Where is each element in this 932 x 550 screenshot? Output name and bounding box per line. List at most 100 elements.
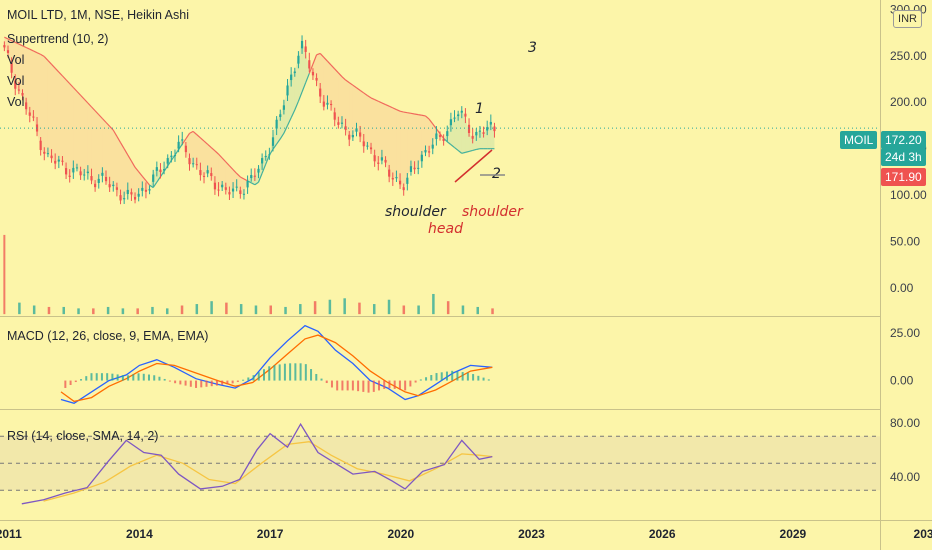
- volume-legend-3[interactable]: Vol: [7, 95, 25, 109]
- supertrend-fill-segment: [334, 68, 339, 125]
- candle-body: [271, 137, 275, 146]
- macd-histogram-bar: [132, 374, 135, 381]
- supertrend-legend[interactable]: Supertrend (10, 2): [7, 32, 109, 46]
- macd-histogram-bar: [236, 380, 239, 382]
- candle-body: [482, 132, 485, 134]
- candle-body: [97, 178, 100, 184]
- candle-body: [406, 177, 409, 184]
- macd-histogram-bar: [315, 373, 318, 381]
- candle-body: [86, 171, 89, 174]
- currency-button[interactable]: INR: [893, 10, 922, 28]
- macd-histogram-bar: [372, 380, 375, 392]
- macd-histogram-bar: [137, 373, 140, 381]
- candle-body: [32, 116, 35, 118]
- supertrend-fill-segment: [4, 37, 8, 53]
- supertrend-line-segment: [348, 82, 354, 86]
- candle-body: [123, 198, 126, 200]
- supertrend-line-segment: [152, 181, 158, 188]
- supertrend-line-segment: [297, 91, 303, 102]
- supertrend-fill-segment: [189, 131, 194, 165]
- supertrend-fill-segment: [396, 109, 401, 185]
- candle-body: [282, 105, 285, 110]
- supertrend-line-segment: [138, 171, 143, 177]
- candle-body: [68, 175, 71, 177]
- supertrend-fill-segment: [367, 95, 372, 150]
- supertrend-line-segment: [435, 128, 441, 134]
- supertrend-line-segment: [305, 73, 310, 83]
- macd-histogram-bar: [393, 380, 396, 389]
- supertrend-line-segment: [134, 166, 140, 173]
- supertrend-line-segment: [123, 148, 129, 156]
- candle-body: [14, 80, 17, 89]
- supertrend-fill-segment: [135, 167, 139, 200]
- supertrend-line-segment: [11, 40, 16, 43]
- candle-body: [388, 169, 391, 177]
- supertrend-line-segment: [33, 50, 38, 54]
- candle-body: [304, 46, 307, 52]
- supertrend-line-segment: [22, 45, 27, 49]
- macd-histogram-bar: [294, 363, 297, 381]
- supertrend-fill-segment: [327, 61, 332, 106]
- candle-body: [141, 187, 144, 191]
- supertrend-line-segment: [352, 84, 357, 89]
- supertrend-fill-segment: [389, 106, 393, 180]
- price-axis-tick: 100.00: [890, 188, 927, 202]
- candle-body: [319, 88, 322, 97]
- supertrend-line-segment: [43, 56, 49, 61]
- supertrend-line-segment: [370, 97, 375, 101]
- candle-body: [199, 170, 202, 176]
- candle-body: [268, 154, 271, 156]
- supertrend-fill-segment: [211, 147, 215, 190]
- supertrend-fill-segment: [26, 47, 30, 116]
- macd-legend[interactable]: MACD (12, 26, close, 9, EMA, EMA): [7, 329, 209, 343]
- candle-body: [25, 102, 28, 110]
- candle-body: [90, 176, 93, 181]
- candle-body: [337, 122, 340, 125]
- supertrend-line-segment: [283, 125, 289, 134]
- candle-body: [221, 184, 224, 188]
- supertrend-fill-segment: [356, 87, 361, 137]
- supertrend-line-segment: [410, 112, 415, 115]
- supertrend-fill-segment: [331, 65, 335, 120]
- candle-body: [424, 150, 427, 153]
- supertrend-fill-segment: [207, 144, 212, 177]
- supertrend-line-segment: [476, 148, 481, 151]
- supertrend-line-segment: [221, 157, 227, 163]
- price-layer: [0, 35, 880, 205]
- candle-body: [402, 187, 405, 191]
- candle-body: [159, 169, 162, 173]
- rsi-legend[interactable]: RSI (14, close, SMA, 14, 2): [7, 429, 159, 443]
- macd-histogram-bar: [127, 375, 130, 381]
- candle-body: [428, 151, 431, 153]
- macd-histogram-bar: [205, 380, 208, 387]
- macd-histogram-bar: [100, 373, 103, 381]
- candle-body: [377, 162, 380, 164]
- supertrend-fill-segment: [469, 133, 473, 152]
- supertrend-line-segment: [457, 149, 463, 154]
- supertrend-fill-segment: [258, 158, 263, 183]
- supertrend-line-segment: [7, 38, 12, 42]
- supertrend-line-segment: [240, 176, 245, 180]
- supertrend-line-segment: [65, 79, 71, 85]
- macd-histogram-bar: [461, 372, 464, 381]
- volume-bar: [387, 299, 391, 315]
- time-axis-tick: 2014: [126, 527, 153, 541]
- volume-legend-2[interactable]: Vol: [7, 74, 25, 88]
- supertrend-line-segment: [465, 150, 470, 153]
- macd-histogram-bar: [195, 380, 198, 388]
- macd-histogram-bar: [404, 380, 407, 391]
- supertrend-line-segment: [192, 130, 198, 136]
- macd-signal-line: [60, 334, 493, 403]
- candle-body: [148, 189, 151, 191]
- symbol-title[interactable]: MOIL LTD, 1M, NSE, Heikin Ashi: [7, 8, 189, 22]
- candle-body: [6, 50, 10, 53]
- supertrend-fill-segment: [73, 87, 77, 168]
- supertrend-fill-segment: [58, 72, 63, 162]
- candle-body: [3, 45, 6, 48]
- supertrend-line-segment: [174, 149, 180, 156]
- volume-legend-1[interactable]: Vol: [7, 53, 25, 67]
- supertrend-line-segment: [385, 104, 390, 107]
- macd-histogram-bar: [383, 380, 386, 389]
- candle-body: [137, 193, 140, 197]
